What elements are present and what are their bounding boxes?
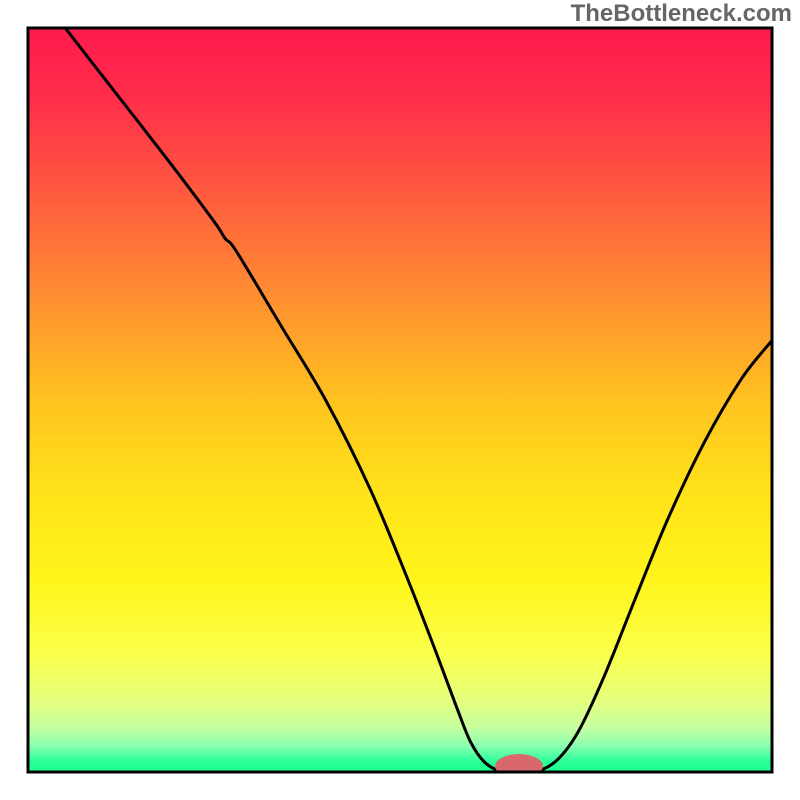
watermark-text: TheBottleneck.com [571,0,792,28]
chart-svg [0,0,800,800]
optimal-marker [495,754,543,778]
plot-background [28,28,772,772]
bottleneck-chart [0,0,800,800]
